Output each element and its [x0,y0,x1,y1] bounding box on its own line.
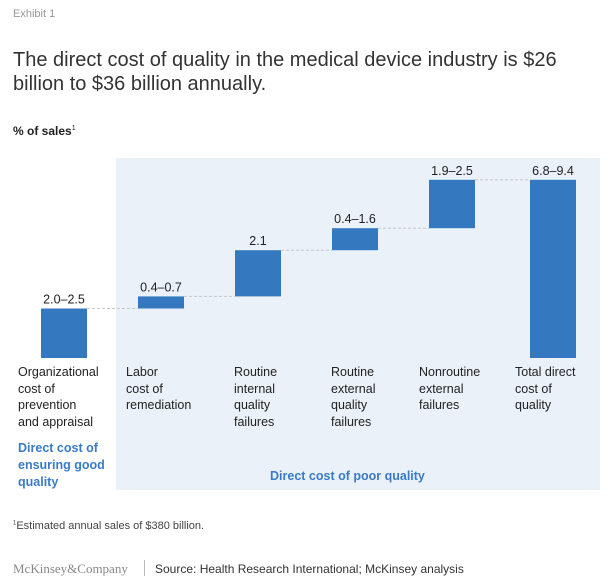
exhibit-label: Exhibit 1 [13,8,56,20]
bar [41,308,87,358]
data-label: 0.4–1.6 [334,212,376,226]
data-label: 2.1 [249,234,266,248]
category-label-line: Routine [331,365,375,379]
footnote-text: Estimated annual sales of $380 billion. [16,520,205,532]
category-label-line: external [419,381,464,396]
category-label-line: quality [515,398,552,412]
category-label-line: quality [331,398,368,412]
category-label: Routine internal quality failures [234,364,329,430]
category-label-line: cost of [126,381,163,396]
category-label-line: internal [234,381,275,396]
category-label: Total direct cost of quality [515,364,610,414]
poor-quality-panel [116,158,600,490]
divider [144,560,145,576]
category-label: Organizational cost of prevention and appra… [18,364,113,430]
data-label: 0.4–0.7 [140,280,182,294]
category-label: Labor cost of remediation [126,364,221,414]
mckinsey-logo: McKinsey&Company [13,561,128,576]
category-label-line: cost of [18,381,55,396]
category-label-line: external [331,381,376,396]
group-label-poor-quality: Direct cost of poor quality [270,469,425,483]
category-label: Nonroutine external failures [419,364,514,414]
category-label-line: quality [234,398,271,412]
bar [429,179,475,229]
category-label-line: prevention [18,398,77,412]
category-label-line: failures [331,414,372,429]
category-label-line: Nonroutine [419,365,481,379]
chart-title: The direct cost of quality in the medica… [13,49,557,95]
category-label-line: Organizational [18,365,99,379]
category-label-line: and appraisal [18,414,94,429]
category-label-line: failures [419,398,460,412]
group-line: quality [18,475,59,489]
data-label: 2.0–2.5 [43,293,85,307]
bar [530,179,576,358]
unit-footnote-mark: 1 [71,125,76,132]
category-label-line: Total direct [515,365,576,379]
group-label-good-quality: Direct cost of ensuring good quality [18,440,105,491]
source-text: Source: Health Research International; M… [155,562,464,576]
category-label: Routine external quality failures [331,364,426,430]
bar [138,296,184,309]
category-label-line: Routine [234,365,278,379]
data-label: 1.9–2.5 [431,164,473,178]
data-label: 6.8–9.4 [532,164,574,178]
category-label-line: cost of [515,381,552,396]
category-label-line: failures [234,414,275,429]
unit-text: % of sales [13,124,72,138]
unit-label: % of sales1 [13,124,76,138]
group-line: Direct cost of [18,441,98,455]
category-label-line: Labor [126,365,158,379]
footnote-mark: 1 [13,520,17,527]
bar [235,250,281,297]
group-line: ensuring good [18,458,105,472]
footnote: 1Estimated annual sales of $380 billion. [13,520,204,532]
bar [332,228,378,251]
category-label-line: remediation [126,398,192,412]
